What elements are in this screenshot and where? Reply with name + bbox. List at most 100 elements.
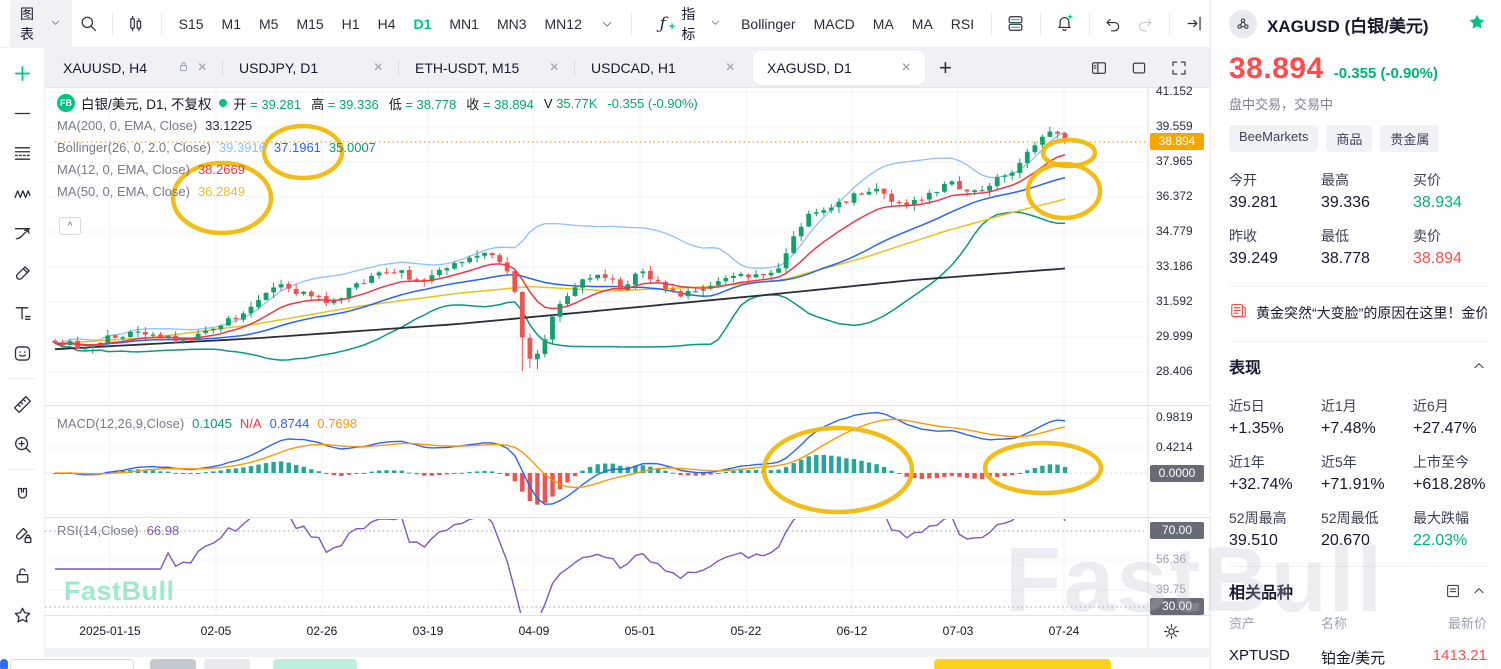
- pattern-icon[interactable]: [7, 178, 37, 208]
- last-price-chip: 38.894: [1150, 133, 1204, 150]
- blue-button[interactable]: [0, 659, 8, 669]
- annotation-ellipse[interactable]: [1025, 161, 1103, 221]
- yellow-button[interactable]: [934, 659, 1111, 669]
- chevron-down-icon: [709, 16, 722, 32]
- tag-贵金属[interactable]: 贵金属: [1380, 125, 1440, 152]
- indicator-legend-row[interactable]: Bollinger(26, 0, 2.0, Close) 39.3916 37.19…: [57, 136, 698, 158]
- timeframe-mn3[interactable]: MN3: [496, 15, 527, 32]
- date-tick: 05-22: [730, 624, 762, 638]
- indicator-legend-row[interactable]: MA(200, 0, EMA, Close) 33.1225: [57, 114, 698, 136]
- related-row-xptusd[interactable]: XPTUSD 铂金/美元 1413.21: [1229, 647, 1487, 668]
- chart-tab-xauusd[interactable]: XAUUSD, H4 ×: [49, 51, 221, 85]
- indicator-shortcut-ma[interactable]: MA: [872, 15, 894, 32]
- undo-icon[interactable]: [1098, 7, 1130, 41]
- stat-label: 近1月: [1321, 398, 1357, 414]
- price-change: -0.355 (-0.90%): [1333, 65, 1438, 82]
- add-tab-button[interactable]: +: [939, 54, 952, 80]
- news-item[interactable]: 黄金突然“大变脸”的原因在这里！金价...: [1229, 286, 1487, 325]
- indicators-menu[interactable]: ƒ + 指标: [650, 0, 732, 50]
- annotation-ellipse[interactable]: [170, 160, 274, 236]
- indicator-legend-row[interactable]: MA(12, 0, EMA, Close) 38.2669: [57, 158, 698, 180]
- price-tick: 33.186: [1156, 259, 1193, 273]
- teal-button[interactable]: [273, 659, 357, 669]
- tab-close-icon[interactable]: ×: [197, 58, 207, 76]
- stat-label: 买价: [1413, 172, 1441, 188]
- brush-icon[interactable]: [7, 258, 37, 288]
- tab-close-icon[interactable]: ×: [725, 58, 735, 76]
- indicator-shortcut-bollinger[interactable]: Bollinger: [741, 15, 796, 32]
- indicator-shortcut-ma-2[interactable]: MA: [911, 15, 933, 32]
- indicator-shortcut-macd[interactable]: MACD: [813, 15, 855, 32]
- tab-close-icon[interactable]: ×: [373, 58, 383, 76]
- text-tool-icon[interactable]: [7, 298, 37, 328]
- rsi-tick: 39.75: [1156, 582, 1187, 596]
- chart-tab-xagusd[interactable]: XAGUSD, D1 ×: [753, 50, 925, 85]
- fib-retracement-icon[interactable]: [7, 138, 37, 168]
- ruler-icon[interactable]: [7, 389, 37, 419]
- chart-tab-usdcad[interactable]: USDCAD, H1 ×: [574, 51, 749, 85]
- favorite-star-icon[interactable]: [1467, 12, 1487, 37]
- instrument-tags: BeeMarkets 商品 贵金属: [1229, 125, 1487, 152]
- timeframe-h1[interactable]: H1: [341, 15, 360, 32]
- stat-近5日: 近5日 +1.35%: [1229, 396, 1321, 438]
- timeframe-h4[interactable]: H4: [377, 15, 396, 32]
- trend-line-icon[interactable]: [7, 98, 37, 128]
- star-icon[interactable]: [7, 600, 37, 630]
- stat-近5年: 近5年 +71.91%: [1321, 452, 1413, 494]
- alert-plus-icon[interactable]: [1049, 7, 1081, 41]
- gray-button[interactable]: [150, 659, 196, 669]
- white-button[interactable]: [10, 659, 134, 669]
- timeframe-mn12[interactable]: MN12: [544, 15, 582, 32]
- timeframe-m1[interactable]: M1: [221, 15, 241, 32]
- compare-symbols-icon[interactable]: [121, 7, 153, 41]
- indicator-legend-row[interactable]: MA(50, 0, EMA, Close) 36.2849: [57, 180, 698, 202]
- related-table: 资产名称最新价XPTUSD铂金/美元1413.21XPDUSD钯金/美元1262…: [1229, 613, 1487, 669]
- layout-templates-icon[interactable]: [1000, 7, 1032, 41]
- timeframes-more-chevron-icon[interactable]: [591, 7, 623, 41]
- tab-label: USDJPY, D1: [239, 59, 319, 76]
- fullscreen-icon[interactable]: [1162, 51, 1196, 85]
- magnet-icon[interactable]: [7, 480, 37, 510]
- chart-settings-gear-icon[interactable]: [1162, 622, 1181, 646]
- tab-close-icon[interactable]: ×: [901, 58, 911, 76]
- zoom-in-icon[interactable]: [7, 429, 37, 459]
- annotation-ellipse[interactable]: [261, 123, 345, 181]
- light-button[interactable]: [204, 659, 250, 669]
- timeframe-m5[interactable]: M5: [258, 15, 279, 32]
- tag-商品[interactable]: 商品: [1326, 125, 1373, 152]
- emoji-icon[interactable]: [7, 338, 37, 368]
- performance-collapse-icon[interactable]: [1471, 358, 1487, 374]
- stat-value: +618.28%: [1413, 476, 1486, 493]
- chart-tab-eth-usdt[interactable]: ETH-USDT, M15 ×: [398, 51, 573, 85]
- symbol-title[interactable]: 白银/美元, D1, 不复权: [81, 97, 212, 112]
- related-icons[interactable]: [1445, 583, 1487, 599]
- search-icon[interactable]: [72, 7, 104, 41]
- stat-value: +7.48%: [1321, 420, 1376, 437]
- crosshair-plus-icon[interactable]: [7, 58, 37, 88]
- monitor-icon[interactable]: [1122, 51, 1156, 85]
- annotation-ellipse[interactable]: [761, 425, 915, 515]
- timeframe-s15[interactable]: S15: [178, 15, 204, 32]
- tag-BeeMarkets[interactable]: BeeMarkets: [1229, 125, 1319, 152]
- indicator-name: MA(200, 0, EMA, Close): [57, 117, 198, 133]
- annotation-ellipse[interactable]: [982, 440, 1104, 496]
- collapse-panel-icon[interactable]: [1178, 7, 1210, 41]
- stat-今开: 今开 39.281: [1229, 170, 1321, 212]
- timeframe-m15[interactable]: M15: [296, 15, 324, 32]
- forecast-arrow-icon[interactable]: [7, 218, 37, 248]
- legend-collapse-button[interactable]: ^: [59, 217, 81, 235]
- date-tick: 03-19: [412, 624, 444, 638]
- chart-type-menu[interactable]: 图表: [10, 0, 73, 50]
- indicator-shortcut-rsi[interactable]: RSI: [950, 15, 975, 32]
- lock-icon[interactable]: [7, 560, 37, 590]
- ohlc-开: 开 = 39.281: [233, 96, 302, 112]
- chart-tab-usdjpy[interactable]: USDJPY, D1 ×: [222, 51, 397, 85]
- panel-layout-icon[interactable]: [1082, 51, 1116, 85]
- timeframe-d1[interactable]: D1: [413, 15, 432, 32]
- brush-lock-icon[interactable]: [7, 520, 37, 550]
- timeframe-mn1[interactable]: MN1: [449, 15, 479, 32]
- tab-close-icon[interactable]: ×: [549, 58, 559, 76]
- performance-title: 表现: [1229, 360, 1262, 377]
- stat-value: 20.670: [1321, 532, 1370, 549]
